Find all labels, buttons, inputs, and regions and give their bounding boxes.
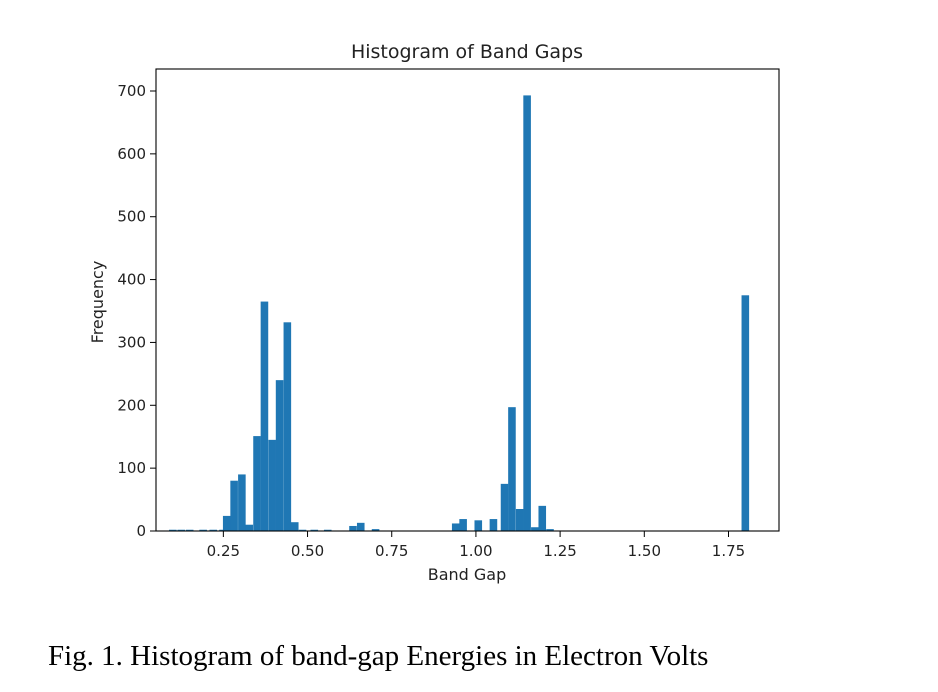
histogram-bar-25: [489, 519, 498, 531]
histogram-bar-15: [290, 522, 299, 531]
histogram-bar-28: [515, 509, 524, 531]
histogram-bar-12: [268, 439, 276, 531]
y-axis-label: Frequency: [88, 261, 107, 344]
y-tick-label: 200: [117, 396, 146, 414]
figure-caption: Fig. 1. Histogram of band-gap Energies i…: [48, 640, 709, 672]
histogram-bar-11: [260, 301, 269, 531]
bars-layer: [169, 95, 750, 532]
y-tick-label: 300: [117, 333, 146, 351]
histogram-bar-1: [177, 529, 186, 531]
histogram-bar-10: [253, 436, 261, 531]
x-tick-label: 0.75: [375, 542, 408, 560]
histogram-bar-20: [356, 522, 365, 531]
y-tick-label: 600: [117, 145, 146, 163]
histogram-bar-13: [275, 380, 284, 531]
histogram-bar-26: [500, 483, 509, 531]
histogram-bar-19: [349, 525, 357, 531]
x-tick-label: 1.00: [459, 542, 492, 560]
histogram-bar-7: [230, 480, 238, 531]
histogram-bar-17: [310, 529, 319, 531]
histogram-bar-33: [741, 295, 750, 531]
x-tick-label: 1.75: [712, 542, 745, 560]
x-tick-label: 0.50: [291, 542, 324, 560]
histogram-bar-8: [238, 474, 246, 531]
histogram-bar-16: [298, 529, 307, 531]
x-tick-label: 1.50: [628, 542, 661, 560]
histogram-bar-6: [222, 515, 231, 531]
ticks-layer: 0.25 0.50 0.75 1.00 1.25 1.50 1.75 0 100 200 300 40…: [117, 82, 745, 560]
histogram-bar-9: [245, 524, 254, 531]
y-tick-label: 400: [117, 271, 146, 289]
histogram-bar-4: [209, 529, 218, 531]
histogram-bar-29: [523, 95, 531, 532]
y-tick-label: 0: [136, 522, 146, 540]
histogram-bar-2: [185, 529, 194, 531]
x-tick-label: 1.25: [543, 542, 576, 560]
y-tick-label: 500: [117, 208, 146, 226]
histogram-bar-27: [508, 407, 516, 531]
histogram-bar-3: [199, 529, 207, 531]
histogram-bar-23: [459, 519, 467, 531]
histogram-bar-32: [546, 529, 554, 531]
histogram-bar-0: [169, 529, 177, 531]
histogram-bar-22: [451, 523, 460, 531]
histogram-chart: Histogram of Band Gaps 0.25 0.50 0.75 1.00 1…: [88, 41, 780, 584]
histogram-bar-14: [283, 322, 292, 531]
histogram-bar-18: [323, 529, 332, 531]
y-tick-label: 700: [117, 82, 146, 100]
x-tick-label: 0.25: [207, 542, 240, 560]
y-tick-label: 100: [117, 459, 146, 477]
histogram-bar-24: [474, 520, 483, 531]
chart-title: Histogram of Band Gaps: [351, 41, 583, 63]
histogram-bar-31: [538, 505, 547, 531]
histogram-bar-21: [371, 529, 380, 531]
plot-frame: [155, 68, 780, 532]
histogram-bar-30: [531, 527, 539, 531]
x-axis-label: Band Gap: [428, 565, 507, 584]
